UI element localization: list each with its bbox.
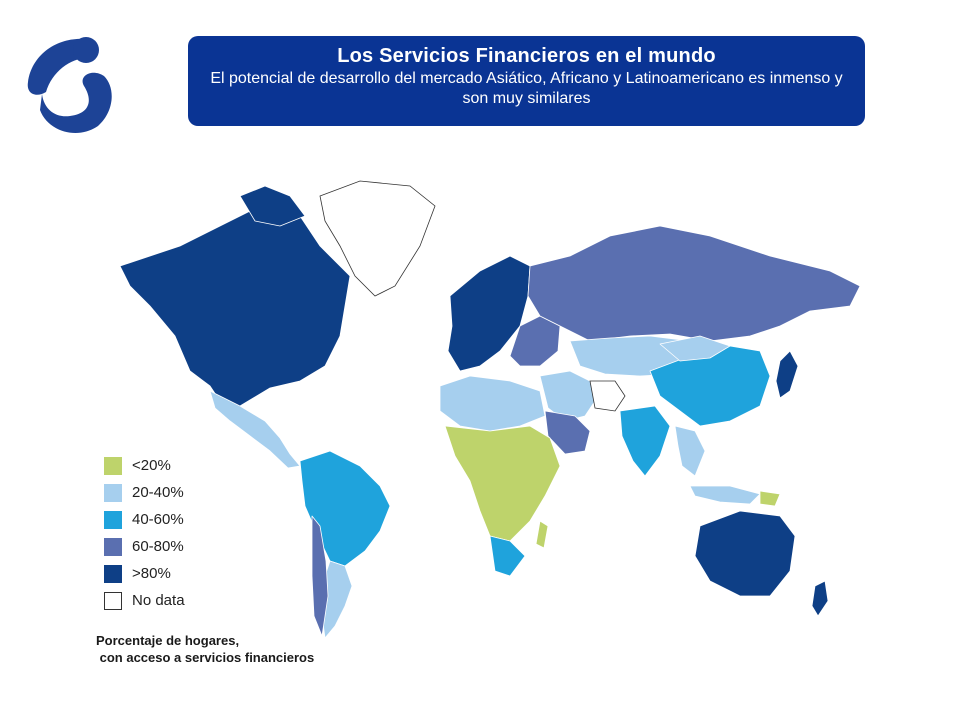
region-southeast-asia [674, 425, 706, 477]
region-arctic-islands [239, 185, 306, 227]
caption-line-2: con acceso a servicios financieros [96, 650, 315, 665]
region-new-zealand [811, 580, 829, 617]
legend-label: 60-80% [132, 538, 184, 555]
legend-item-20to40: 20-40% [104, 479, 244, 506]
world-map [119, 180, 861, 639]
map-legend: <20% 20-40% 40-60% 60-80% >80% No data [104, 452, 244, 614]
legend-item-60to80: 60-80% [104, 533, 244, 560]
region-russia [527, 225, 861, 342]
legend-item-gt80: >80% [104, 560, 244, 587]
region-mexico [209, 390, 301, 469]
legend-swatch [104, 510, 122, 529]
legend-label: 40-60% [132, 511, 184, 528]
region-middle-east [539, 370, 596, 422]
legend-swatch [104, 456, 122, 475]
region-north-america [119, 205, 351, 407]
region-south-america-north [299, 450, 391, 567]
legend-swatch [104, 591, 122, 610]
legend-item-40to60: 40-60% [104, 506, 244, 533]
region-europe-west [447, 255, 531, 372]
legend-label: No data [132, 592, 185, 609]
region-madagascar [535, 520, 549, 549]
map-caption: Porcentaje de hogares, con acceso a serv… [96, 632, 314, 666]
region-greenland [319, 180, 436, 297]
region-subsaharan-africa [444, 425, 561, 542]
region-australia [694, 510, 796, 597]
region-indonesia [689, 485, 761, 505]
region-mongolia [659, 335, 731, 362]
legend-label: >80% [132, 565, 171, 582]
legend-item-lt20: <20% [104, 452, 244, 479]
legend-swatch [104, 483, 122, 502]
legend-swatch [104, 564, 122, 583]
company-logo-icon [27, 37, 112, 133]
legend-swatch [104, 537, 122, 556]
caption-line-1: Porcentaje de hogares, [96, 633, 240, 648]
region-iran-nodata [589, 380, 626, 412]
region-japan [775, 350, 799, 399]
region-arabia [544, 410, 591, 455]
region-southern-africa [489, 535, 526, 577]
page-title: Los Servicios Financieros en el mundo [337, 45, 716, 67]
legend-label: <20% [132, 457, 171, 474]
region-png [759, 490, 781, 507]
region-chile [311, 515, 329, 637]
region-india [619, 405, 671, 477]
page-subtitle: El potencial de desarrollo del mercado A… [210, 70, 843, 107]
region-north-africa [439, 375, 546, 432]
header-banner: Los Servicios Financieros en el mundo El… [188, 36, 865, 126]
legend-label: 20-40% [132, 484, 184, 501]
legend-item-nodata: No data [104, 587, 244, 614]
